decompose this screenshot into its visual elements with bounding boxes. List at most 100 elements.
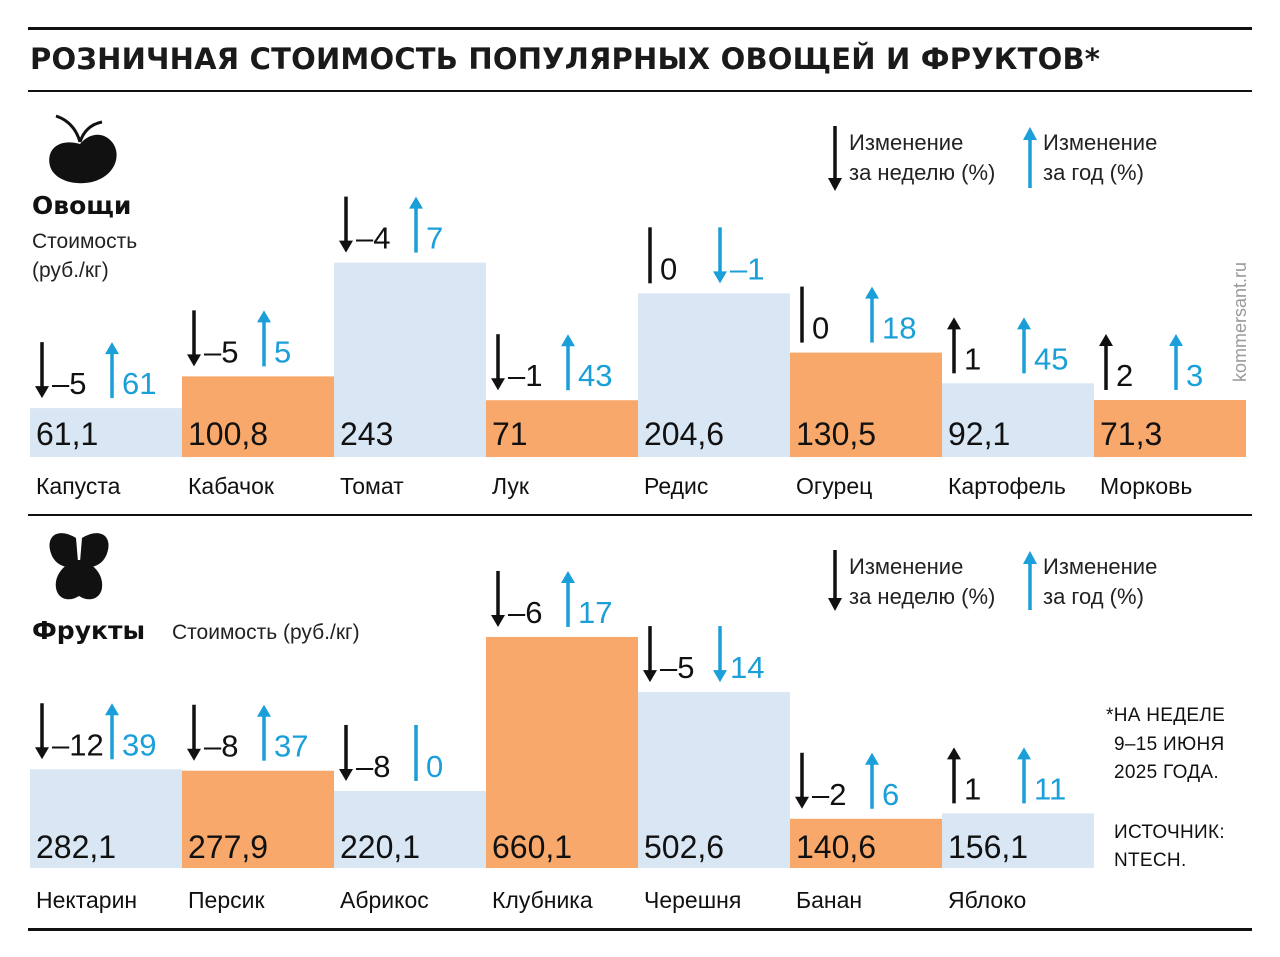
legend-week-line-1: Изменение (849, 130, 963, 155)
bar (334, 790, 486, 868)
week-change-arrow-icon (491, 570, 505, 627)
week-change-arrow-icon (339, 724, 353, 781)
bar-value-label: 277,9 (188, 829, 268, 865)
week-change-arrow-icon (947, 317, 961, 374)
bar-group-3: 71 Лук –1 43 (486, 334, 638, 499)
category-label: Лук (492, 473, 530, 499)
year-change-arrow-icon (257, 704, 271, 761)
bar (486, 636, 638, 868)
year-change-arrow-icon (865, 752, 879, 809)
bar-value-label: 204,6 (644, 416, 724, 452)
legend-year-arrow-icon (1023, 551, 1037, 610)
week-change-arrow-icon (795, 752, 809, 809)
category-label: Огурец (796, 473, 872, 499)
bar (486, 400, 638, 457)
bar-value-label: 61,1 (36, 416, 98, 452)
bar (334, 262, 486, 457)
footnote-line-1: *НА НЕДЕЛЕ (1106, 705, 1225, 726)
week-change-label: –6 (508, 595, 542, 630)
category-label: Кабачок (188, 473, 275, 499)
year-change-label: 37 (274, 729, 308, 764)
bar (30, 769, 182, 868)
fruits-legend: Изменение за неделю (%) Изменение за год… (828, 550, 1157, 611)
week-change-label: –5 (52, 366, 86, 401)
bar-group-0: 282,1 Нектарин –12 39 (30, 703, 182, 913)
vegetables-legend: Изменение за неделю (%) Изменение за год… (828, 126, 1157, 191)
top-rule (28, 27, 1252, 30)
bar (638, 293, 790, 457)
year-change-label: 45 (1034, 341, 1068, 376)
fruits-ylabel: Стоимость (руб./кг) (172, 621, 360, 644)
legend-week-line-2: за неделю (%) (849, 160, 995, 185)
year-change-label: –1 (730, 251, 764, 286)
category-label: Нектарин (36, 887, 137, 913)
year-change-arrow-icon (713, 227, 727, 284)
bar-group-4: 204,6 Редис 0 –1 (638, 227, 790, 499)
week-change-label: 1 (964, 341, 981, 376)
year-change-label: 18 (882, 311, 916, 346)
year-change-arrow-icon (257, 310, 271, 367)
week-change-label: –4 (356, 221, 390, 256)
onion-icon (49, 114, 117, 184)
legend-week-arrow-icon (828, 550, 842, 611)
vegetables-chart: Овощи Стоимость (руб./кг) Изменение за н… (30, 114, 1250, 499)
bar (790, 352, 942, 457)
bar-group-4: 502,6 Черешня –5 14 (638, 626, 790, 913)
category-label: Черешня (644, 887, 741, 913)
week-change-arrow-icon (643, 626, 657, 683)
bar-value-label: 71 (492, 416, 528, 452)
week-change-label: –5 (204, 334, 238, 369)
bar-group-6: 92,1 Картофель 1 45 (942, 317, 1094, 499)
footnote-line-2: 9–15 ИЮНЯ (1114, 734, 1225, 755)
bar-value-label: 130,5 (796, 416, 876, 452)
bar-group-5: 140,6 Банан –2 6 (790, 752, 942, 913)
bar-value-label: 502,6 (644, 829, 724, 865)
section-divider (28, 514, 1252, 516)
year-change-label: 11 (1034, 771, 1066, 806)
source-line-2: NTECH. (1114, 850, 1187, 871)
year-change-label: 43 (578, 358, 612, 393)
footnote-line-3: 2025 ГОДА. (1114, 762, 1219, 783)
week-change-label: –12 (52, 727, 104, 762)
category-label: Клубника (492, 887, 593, 913)
source-line-1: ИСТОЧНИК: (1114, 822, 1225, 843)
year-change-label: 3 (1186, 358, 1203, 393)
week-change-label: 2 (1116, 358, 1133, 393)
fruits-chart: Фрукты Стоимость (руб./кг) Изменение за … (30, 533, 1225, 913)
category-label: Томат (340, 473, 404, 499)
year-change-label: 39 (122, 727, 156, 762)
year-change-label: 17 (578, 595, 612, 630)
bar (182, 376, 334, 457)
fruits-bars: 282,1 Нектарин –12 39 277,9 Персик –8 37 220,1 Аб… (30, 570, 1094, 913)
year-change-label: 5 (274, 334, 291, 369)
year-change-arrow-icon (561, 334, 575, 391)
legend-week-line-1: Изменение (849, 554, 963, 579)
week-change-arrow-icon (1099, 333, 1113, 390)
year-change-arrow-icon (1017, 317, 1031, 374)
bar-value-label: 71,3 (1100, 416, 1162, 452)
bar (1094, 399, 1246, 457)
legend-year-arrow-icon (1023, 127, 1037, 188)
year-change-label: 14 (730, 650, 764, 685)
category-label: Редис (644, 473, 708, 499)
bar-value-label: 100,8 (188, 416, 268, 452)
vegetables-ylabel-line-2: (руб./кг) (32, 259, 109, 282)
year-change-arrow-icon (1017, 747, 1031, 804)
year-change-label: 61 (122, 366, 156, 401)
bar-value-label: 243 (340, 416, 393, 452)
week-change-arrow-icon (35, 703, 49, 760)
year-change-arrow-icon (105, 342, 119, 399)
vegetables-ylabel-line-1: Стоимость (32, 230, 137, 253)
bar-value-label: 282,1 (36, 829, 116, 865)
category-label: Персик (188, 887, 265, 913)
bar-group-2: 243 Томат –4 7 (334, 196, 486, 499)
bar-value-label: 156,1 (948, 829, 1028, 865)
bar-value-label: 140,6 (796, 829, 876, 865)
vegetables-title: Овощи (32, 191, 131, 220)
week-change-label: 0 (812, 311, 829, 346)
week-change-label: –8 (356, 749, 390, 784)
year-change-label: 7 (426, 221, 443, 256)
year-change-label: 6 (882, 777, 899, 812)
